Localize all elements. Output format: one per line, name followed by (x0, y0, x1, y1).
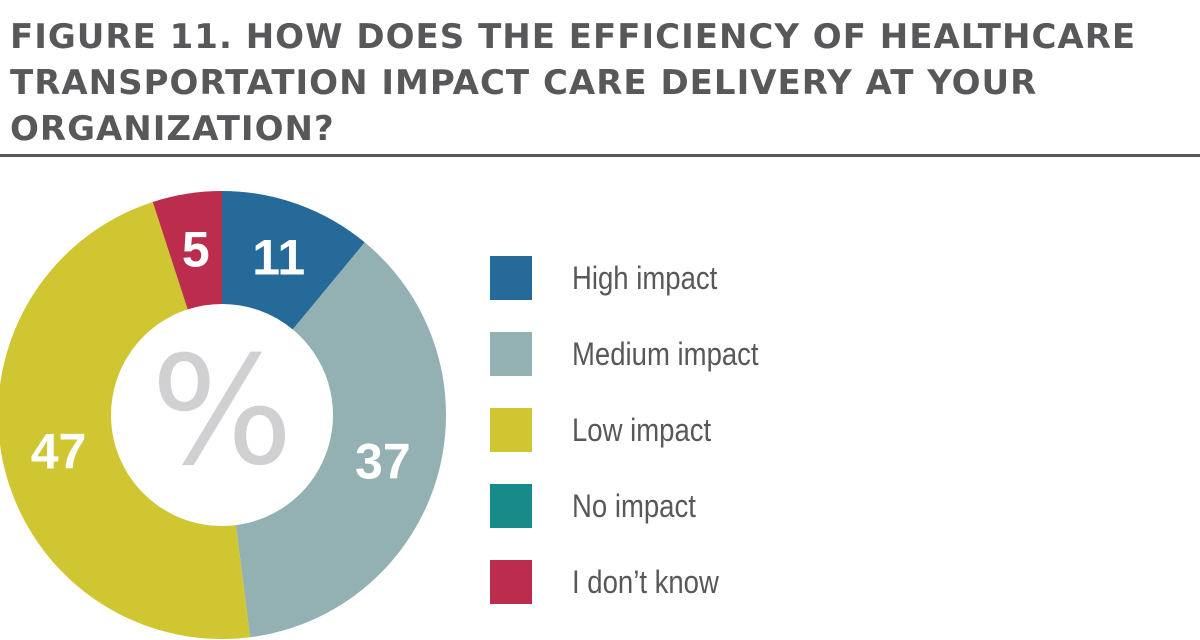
legend-swatch-dont-know (490, 560, 532, 604)
donut-slice-high-impact (222, 191, 365, 330)
legend-item-medium-impact: Medium impact (490, 316, 789, 392)
slice-value-low-impact: 47 (31, 424, 87, 480)
donut-slice-i-don-t-know (152, 191, 222, 310)
slice-value-high-impact: 11 (252, 229, 305, 285)
slice-value-i-don-t-know: 5 (182, 222, 210, 278)
legend-swatch-medium-impact (490, 332, 532, 376)
legend-label-dont-know: I don’t know (572, 563, 719, 600)
donut-chart: 11 37 47 5 % (0, 191, 447, 639)
donut-slices (0, 191, 447, 639)
legend-label-high-impact: High impact (572, 259, 718, 296)
legend-label-no-impact: No impact (572, 487, 696, 524)
legend-swatch-low-impact (490, 408, 532, 452)
legend-swatch-no-impact (490, 484, 532, 528)
legend-item-low-impact: Low impact (490, 392, 789, 468)
legend-label-low-impact: Low impact (572, 411, 712, 448)
slice-value-medium-impact: 37 (355, 434, 411, 490)
legend: High impact Medium impact Low impact No … (490, 240, 789, 620)
center-percent-label: % (151, 325, 294, 499)
donut-slice-labels: 11 37 47 5 (31, 222, 411, 490)
chart-title: FIGURE 11. HOW DOES THE EFFICIENCY OF HE… (10, 17, 1137, 149)
legend-item-high-impact: High impact (490, 240, 789, 316)
legend-label-medium-impact: Medium impact (572, 335, 759, 372)
title-divider (0, 154, 1200, 157)
donut-slice-low-impact (0, 201, 251, 639)
legend-item-dont-know: I don’t know (490, 544, 789, 620)
legend-swatch-high-impact (490, 256, 532, 300)
legend-item-no-impact: No impact (490, 468, 789, 544)
donut-slice-medium-impact (235, 242, 447, 638)
